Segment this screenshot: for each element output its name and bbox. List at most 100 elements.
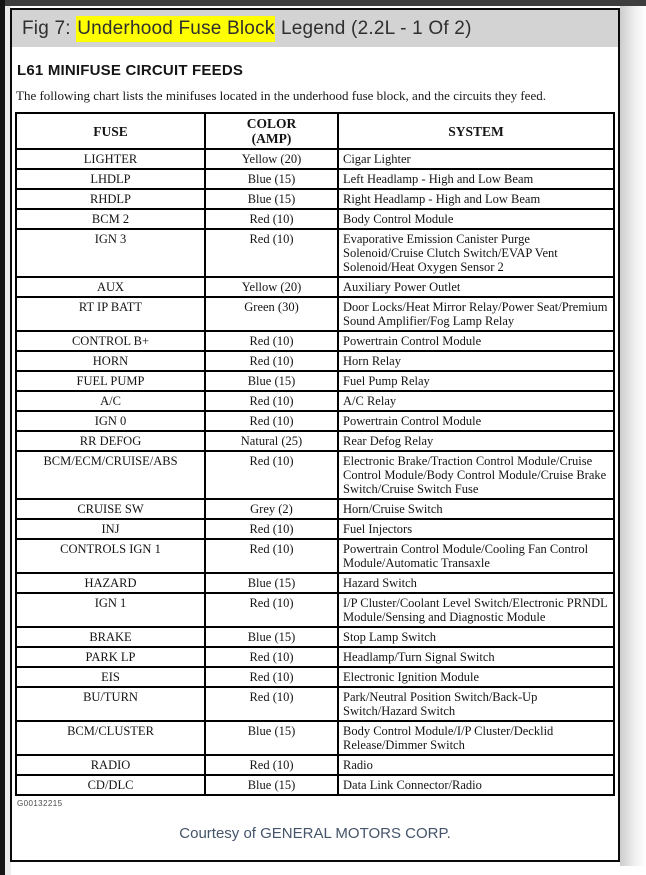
- column-header-fuse-label: FUSE: [93, 123, 128, 139]
- system-cell: Park/Neutral Position Switch/Back-Up Swi…: [337, 686, 615, 722]
- system-cell: Auxiliary Power Outlet: [337, 276, 615, 298]
- table-row: BCM/ECM/CRUISE/ABS Red (10) Electronic Bra…: [15, 450, 615, 500]
- color-amp-cell: Blue (15): [204, 774, 339, 796]
- color-amp-cell: Red (10): [204, 450, 339, 500]
- system-cell: Electronic Ignition Module: [337, 666, 615, 688]
- column-header-amp-label: (AMP): [251, 131, 292, 146]
- top-strip: [0, 0, 646, 6]
- color-amp-cell: Red (10): [204, 208, 339, 230]
- system-cell: Horn Relay: [337, 350, 615, 372]
- system-cell: Powertrain Control Module: [337, 410, 615, 432]
- fuse-cell: HAZARD: [15, 572, 206, 594]
- system-cell: Body Control Module: [337, 208, 615, 230]
- fuse-cell: RT IP BATT: [15, 296, 206, 332]
- table-row: IGN 0 Red (10) Powertrain Control Module: [15, 410, 615, 432]
- figure-title-highlight: Underhood Fuse Block: [76, 15, 276, 42]
- fuse-cell: IGN 0: [15, 410, 206, 432]
- table-row: CONTROL B+ Red (10) Powertrain Control Mod…: [15, 330, 615, 352]
- system-cell: Body Control Module/I/P Cluster/Decklid …: [337, 720, 615, 756]
- color-amp-cell: Red (10): [204, 350, 339, 372]
- system-cell: Fuel Injectors: [337, 518, 615, 540]
- table-row: CONTROLS IGN 1 Red (10) Powertrain Control…: [15, 538, 615, 574]
- system-cell: Hazard Switch: [337, 572, 615, 594]
- column-header-system: SYSTEM: [337, 112, 615, 150]
- fuse-cell: LIGHTER: [15, 148, 206, 170]
- table-row: BCM 2 Red (10) Body Control Module: [15, 208, 615, 230]
- fuse-cell: BCM/ECM/CRUISE/ABS: [15, 450, 206, 500]
- color-amp-cell: Yellow (20): [204, 276, 339, 298]
- table-row: CD/DLC Blue (15) Data Link Connector/Radio: [15, 774, 615, 796]
- color-amp-cell: Green (30): [204, 296, 339, 332]
- system-cell: Electronic Brake/Traction Control Module…: [337, 450, 615, 500]
- table-row: RR DEFOG Natural (25) Rear Defog Relay: [15, 430, 615, 452]
- table-row: A/C Red (10) A/C Relay: [15, 390, 615, 412]
- color-amp-cell: Red (10): [204, 646, 339, 668]
- table-row: FUEL PUMP Blue (15) Fuel Pump Relay: [15, 370, 615, 392]
- fuse-cell: BRAKE: [15, 626, 206, 648]
- figure-title-bar: Fig 7: Underhood Fuse Block Legend (2.2L…: [12, 10, 618, 47]
- color-amp-cell: Red (10): [204, 228, 339, 278]
- left-strip: [0, 0, 5, 875]
- table-row: RT IP BATT Green (30) Door Locks/Heat Mirr…: [15, 296, 615, 332]
- fuse-cell: CD/DLC: [15, 774, 206, 796]
- fuse-cell: IGN 3: [15, 228, 206, 278]
- system-cell: Powertrain Control Module: [337, 330, 615, 352]
- system-cell: Evaporative Emission Canister Purge Sole…: [337, 228, 615, 278]
- fuse-cell: BCM/CLUSTER: [15, 720, 206, 756]
- fuse-cell: FUEL PUMP: [15, 370, 206, 392]
- figure-title-prefix: Fig 7:: [22, 17, 77, 39]
- table-row: IGN 3 Red (10) Evaporative Emission Canist…: [15, 228, 615, 278]
- color-amp-cell: Blue (15): [204, 168, 339, 190]
- system-cell: Powertrain Control Module/Cooling Fan Co…: [337, 538, 615, 574]
- fuse-cell: BU/TURN: [15, 686, 206, 722]
- system-cell: Right Headlamp - High and Low Beam: [337, 188, 615, 210]
- table-row: RADIO Red (10) Radio: [15, 754, 615, 776]
- fuse-cell: AUX: [15, 276, 206, 298]
- color-amp-cell: Blue (15): [204, 188, 339, 210]
- color-amp-cell: Grey (2): [204, 498, 339, 520]
- fuse-cell: IGN 1: [15, 592, 206, 628]
- color-amp-cell: Red (10): [204, 330, 339, 352]
- color-amp-cell: Blue (15): [204, 572, 339, 594]
- fuse-cell: PARK LP: [15, 646, 206, 668]
- system-cell: Data Link Connector/Radio: [337, 774, 615, 796]
- color-amp-cell: Red (10): [204, 390, 339, 412]
- fuse-cell: LHDLP: [15, 168, 206, 190]
- color-amp-cell: Natural (25): [204, 430, 339, 452]
- color-amp-cell: Red (10): [204, 686, 339, 722]
- column-header-color-label: COLOR: [246, 116, 297, 131]
- system-cell: Headlamp/Turn Signal Switch: [337, 646, 615, 668]
- color-amp-cell: Blue (15): [204, 720, 339, 756]
- table-row: PARK LP Red (10) Headlamp/Turn Signal Swit…: [15, 646, 615, 668]
- fuse-cell: RHDLP: [15, 188, 206, 210]
- system-cell: Fuel Pump Relay: [337, 370, 615, 392]
- table-row: CRUISE SW Grey (2) Horn/Cruise Switch: [15, 498, 615, 520]
- fuse-table-body: LIGHTER Yellow (20) Cigar Lighter LHDLP Blue…: [15, 148, 615, 796]
- section-title: L61 MINIFUSE CIRCUIT FEEDS: [17, 62, 244, 79]
- fuse-cell: RADIO: [15, 754, 206, 776]
- color-amp-cell: Red (10): [204, 518, 339, 540]
- fuse-table: FUSE COLOR (AMP) SYSTEM LIGHTER Yellow (2…: [15, 112, 615, 796]
- table-row: INJ Red (10) Fuel Injectors: [15, 518, 615, 540]
- system-cell: A/C Relay: [337, 390, 615, 412]
- fuse-cell: A/C: [15, 390, 206, 412]
- fuse-cell: HORN: [15, 350, 206, 372]
- system-cell: Radio: [337, 754, 615, 776]
- fuse-cell: EIS: [15, 666, 206, 688]
- fuse-cell: CONTROL B+: [15, 330, 206, 352]
- color-amp-cell: Red (10): [204, 592, 339, 628]
- system-cell: Door Locks/Heat Mirror Relay/Power Seat/…: [337, 296, 615, 332]
- table-row: HORN Red (10) Horn Relay: [15, 350, 615, 372]
- system-cell: Stop Lamp Switch: [337, 626, 615, 648]
- fuse-cell: CONTROLS IGN 1: [15, 538, 206, 574]
- system-cell: Horn/Cruise Switch: [337, 498, 615, 520]
- fuse-cell: RR DEFOG: [15, 430, 206, 452]
- system-cell: I/P Cluster/Coolant Level Switch/Electro…: [337, 592, 615, 628]
- table-row: EIS Red (10) Electronic Ignition Module: [15, 666, 615, 688]
- color-amp-cell: Red (10): [204, 666, 339, 688]
- description-text: The following chart lists the minifuses …: [16, 88, 546, 103]
- fuse-cell: INJ: [15, 518, 206, 540]
- table-row: AUX Yellow (20) Auxiliary Power Outlet: [15, 276, 615, 298]
- document-content: L61 MINIFUSE CIRCUIT FEEDS The following…: [12, 62, 618, 808]
